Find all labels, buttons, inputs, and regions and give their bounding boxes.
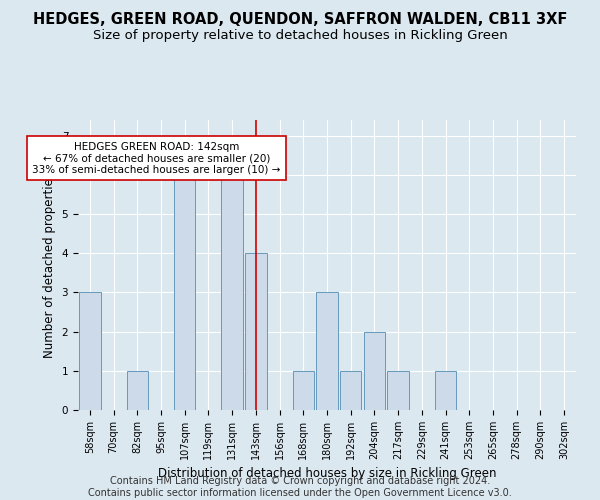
Text: HEDGES GREEN ROAD: 142sqm
← 67% of detached houses are smaller (20)
33% of semi-: HEDGES GREEN ROAD: 142sqm ← 67% of detac… — [32, 142, 280, 175]
Text: Size of property relative to detached houses in Rickling Green: Size of property relative to detached ho… — [92, 29, 508, 42]
Bar — [388, 371, 409, 410]
Bar — [316, 292, 338, 410]
Bar — [364, 332, 385, 410]
Bar — [174, 136, 196, 410]
Bar — [435, 371, 456, 410]
Bar — [245, 253, 266, 410]
Text: Contains HM Land Registry data © Crown copyright and database right 2024.
Contai: Contains HM Land Registry data © Crown c… — [88, 476, 512, 498]
Bar — [127, 371, 148, 410]
Bar — [79, 292, 101, 410]
Y-axis label: Number of detached properties: Number of detached properties — [43, 172, 56, 358]
Text: HEDGES, GREEN ROAD, QUENDON, SAFFRON WALDEN, CB11 3XF: HEDGES, GREEN ROAD, QUENDON, SAFFRON WAL… — [33, 12, 567, 28]
Bar — [293, 371, 314, 410]
Bar — [340, 371, 361, 410]
Bar — [221, 136, 243, 410]
X-axis label: Distribution of detached houses by size in Rickling Green: Distribution of detached houses by size … — [158, 468, 496, 480]
